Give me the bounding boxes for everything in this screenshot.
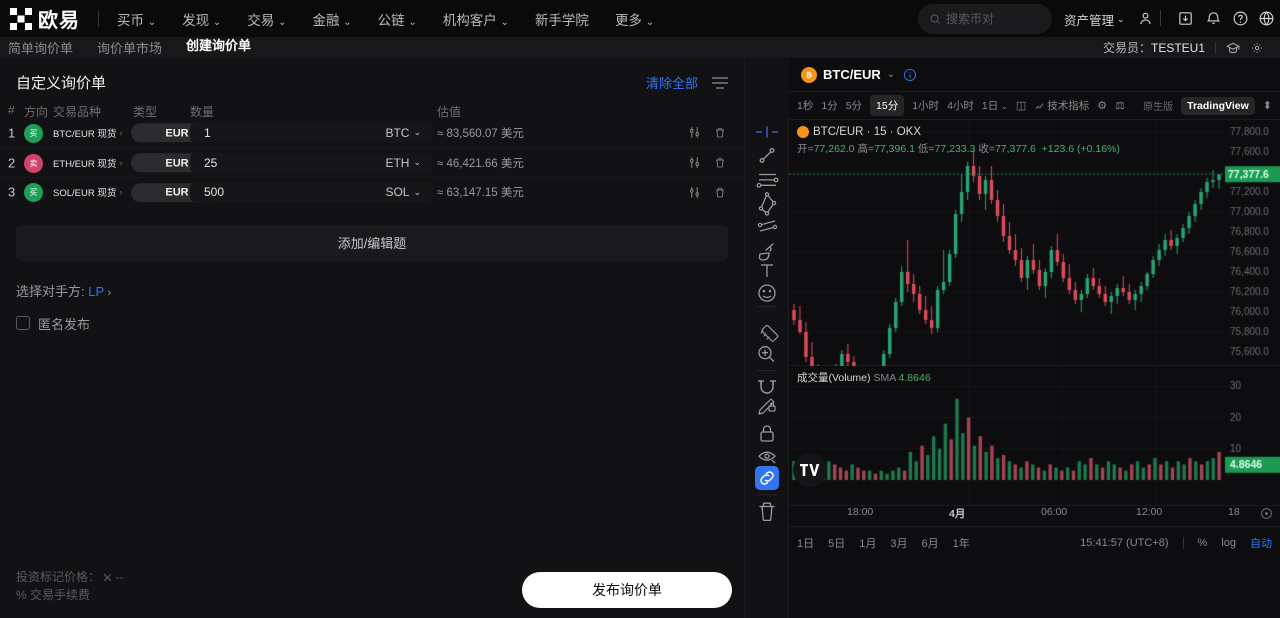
svg-text:₿: ₿ <box>806 70 812 79</box>
